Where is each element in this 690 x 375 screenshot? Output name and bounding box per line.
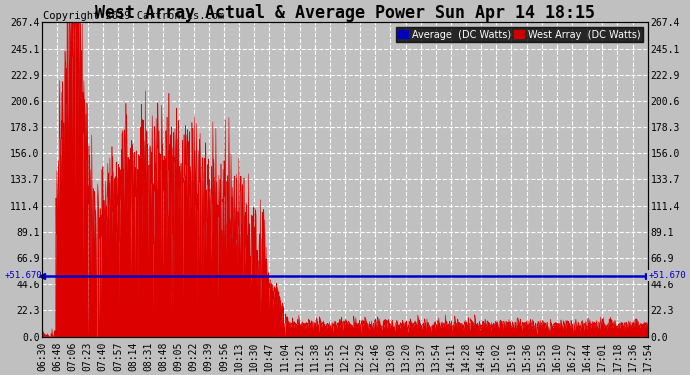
Title: West Array Actual & Average Power Sun Apr 14 18:15: West Array Actual & Average Power Sun Ap… <box>95 4 595 22</box>
Text: +51.670: +51.670 <box>4 272 41 280</box>
Text: Copyright 2019 Cartronics.com: Copyright 2019 Cartronics.com <box>43 11 224 21</box>
Legend: Average  (DC Watts), West Array  (DC Watts): Average (DC Watts), West Array (DC Watts… <box>396 27 643 42</box>
Text: +51.670: +51.670 <box>649 272 686 280</box>
